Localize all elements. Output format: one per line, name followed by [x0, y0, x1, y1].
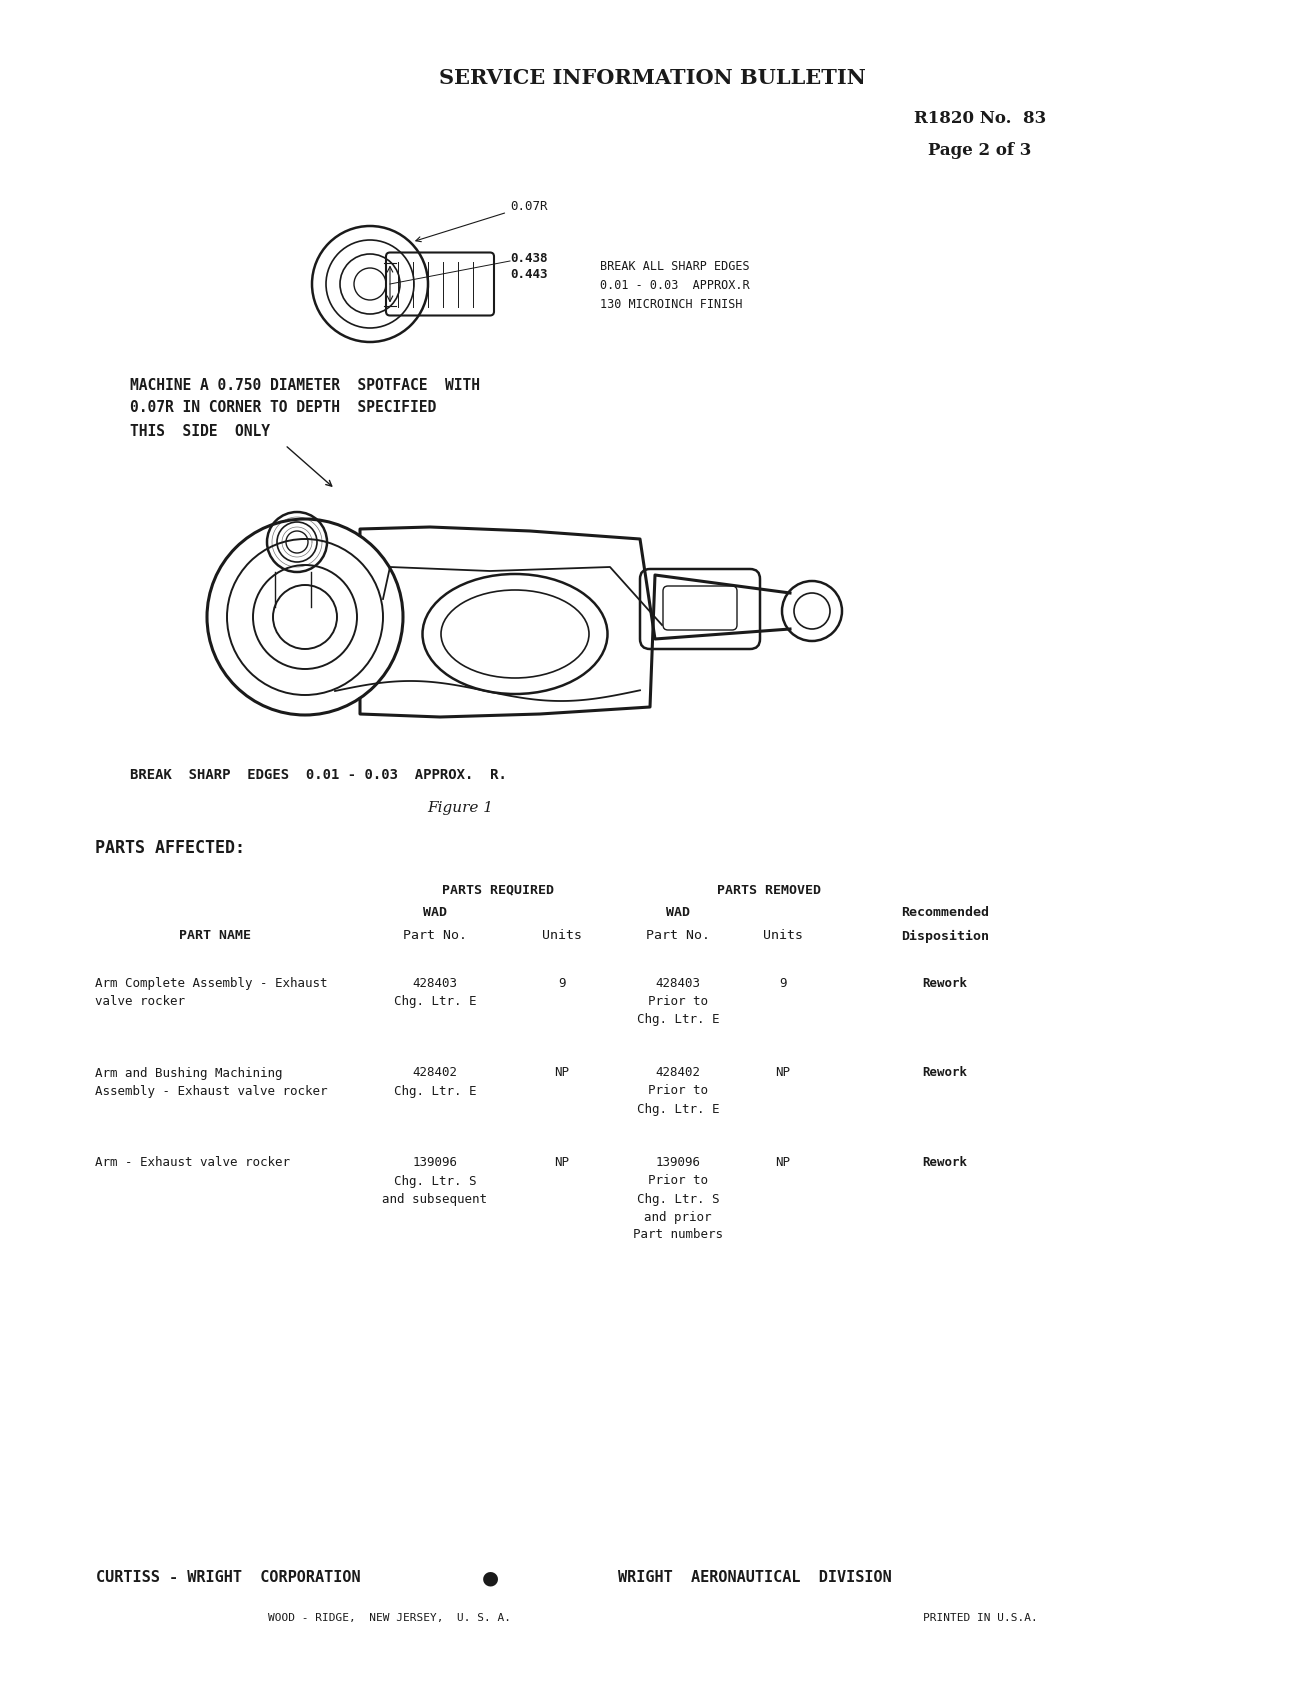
Text: and prior: and prior: [645, 1209, 711, 1223]
Text: Prior to: Prior to: [649, 1084, 709, 1096]
Text: Part No.: Part No.: [646, 929, 710, 942]
Text: MACHINE A 0.750 DIAMETER  SPOTFACE  WITH: MACHINE A 0.750 DIAMETER SPOTFACE WITH: [130, 377, 480, 392]
Text: PARTS REQUIRED: PARTS REQUIRED: [442, 883, 555, 895]
Text: valve rocker: valve rocker: [95, 995, 185, 1008]
Text: Part numbers: Part numbers: [633, 1228, 723, 1241]
Text: 9: 9: [559, 976, 566, 990]
Text: Chg. Ltr. E: Chg. Ltr. E: [394, 995, 476, 1008]
Text: WRIGHT  AERONAUTICAL  DIVISION: WRIGHT AERONAUTICAL DIVISION: [619, 1569, 891, 1584]
Text: Chg. Ltr. S: Chg. Ltr. S: [637, 1192, 719, 1204]
Text: 139096: 139096: [412, 1155, 458, 1169]
Text: 0.07R IN CORNER TO DEPTH  SPECIFIED: 0.07R IN CORNER TO DEPTH SPECIFIED: [130, 400, 436, 415]
Text: PRINTED IN U.S.A.: PRINTED IN U.S.A.: [923, 1611, 1037, 1621]
Text: Arm Complete Assembly - Exhaust: Arm Complete Assembly - Exhaust: [95, 976, 328, 990]
Text: THIS  SIDE  ONLY: THIS SIDE ONLY: [130, 424, 270, 437]
Text: WAD: WAD: [423, 905, 448, 919]
Text: Rework: Rework: [923, 1155, 967, 1169]
Text: Assembly - Exhaust valve rocker: Assembly - Exhaust valve rocker: [95, 1084, 328, 1096]
Text: Chg. Ltr. E: Chg. Ltr. E: [394, 1084, 476, 1096]
Text: Chg. Ltr. E: Chg. Ltr. E: [637, 1101, 719, 1115]
Text: Rework: Rework: [923, 976, 967, 990]
Text: ●: ●: [482, 1567, 499, 1586]
Text: 428402: 428402: [412, 1066, 458, 1079]
Text: NP: NP: [555, 1066, 569, 1079]
Text: Chg. Ltr. E: Chg. Ltr. E: [637, 1013, 719, 1025]
Text: 0.07R: 0.07R: [416, 199, 548, 243]
Text: Recommended: Recommended: [900, 905, 989, 919]
Text: 428403: 428403: [412, 976, 458, 990]
Text: BREAK  SHARP  EDGES  0.01 - 0.03  APPROX.  R.: BREAK SHARP EDGES 0.01 - 0.03 APPROX. R.: [130, 767, 506, 782]
Text: 428402: 428402: [655, 1066, 701, 1079]
Text: Prior to: Prior to: [649, 995, 709, 1008]
Text: NP: NP: [555, 1155, 569, 1169]
Text: Units: Units: [542, 929, 582, 942]
Text: WAD: WAD: [666, 905, 690, 919]
Text: CURTISS - WRIGHT  CORPORATION: CURTISS - WRIGHT CORPORATION: [95, 1569, 360, 1584]
Text: Chg. Ltr. S: Chg. Ltr. S: [394, 1174, 476, 1187]
Text: Prior to: Prior to: [649, 1174, 709, 1187]
Text: and subsequent: and subsequent: [382, 1192, 488, 1204]
Text: SERVICE INFORMATION BULLETIN: SERVICE INFORMATION BULLETIN: [438, 68, 865, 88]
Text: 0.438: 0.438: [510, 252, 548, 265]
Text: 9: 9: [779, 976, 787, 990]
Text: 139096: 139096: [655, 1155, 701, 1169]
Text: Arm and Bushing Machining: Arm and Bushing Machining: [95, 1066, 282, 1079]
Text: Figure 1: Figure 1: [427, 801, 493, 814]
Text: Arm - Exhaust valve rocker: Arm - Exhaust valve rocker: [95, 1155, 290, 1169]
Text: Rework: Rework: [923, 1066, 967, 1079]
Text: Units: Units: [763, 929, 803, 942]
Text: 0.443: 0.443: [510, 267, 548, 280]
Text: NP: NP: [775, 1066, 791, 1079]
Text: R1820 No.  83: R1820 No. 83: [913, 110, 1047, 127]
Text: NP: NP: [775, 1155, 791, 1169]
Text: PART NAME: PART NAME: [179, 929, 251, 942]
Text: WOOD - RIDGE,  NEW JERSEY,  U. S. A.: WOOD - RIDGE, NEW JERSEY, U. S. A.: [269, 1611, 512, 1621]
Text: PARTS REMOVED: PARTS REMOVED: [716, 883, 821, 895]
Text: Part No.: Part No.: [403, 929, 467, 942]
Text: 428403: 428403: [655, 976, 701, 990]
Text: PARTS AFFECTED:: PARTS AFFECTED:: [95, 838, 245, 856]
Text: BREAK ALL SHARP EDGES
0.01 - 0.03  APPROX.R
130 MICROINCH FINISH: BREAK ALL SHARP EDGES 0.01 - 0.03 APPROX…: [600, 260, 749, 311]
Text: Page 2 of 3: Page 2 of 3: [928, 142, 1032, 159]
Text: Disposition: Disposition: [900, 929, 989, 942]
